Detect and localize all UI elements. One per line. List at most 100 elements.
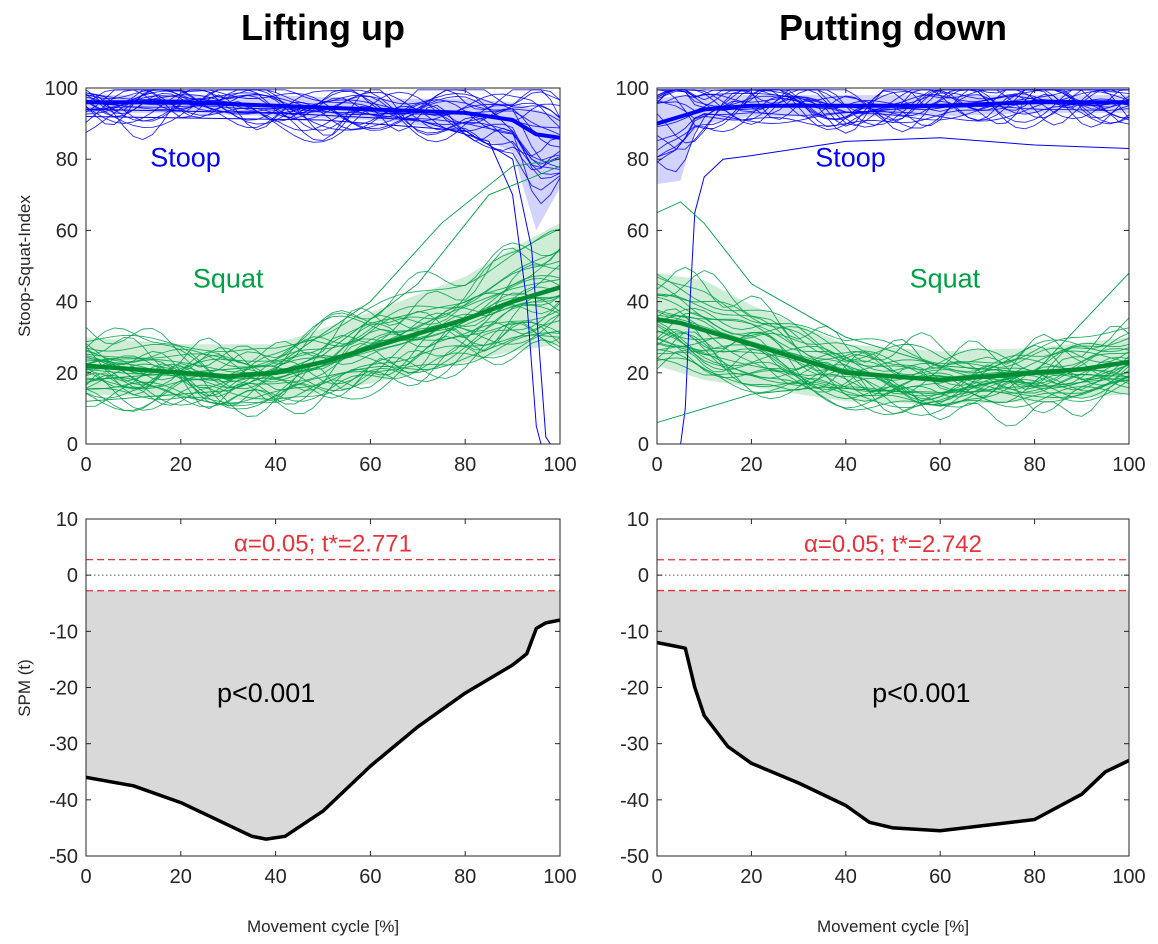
spm-curve-layer [86, 558, 560, 841]
stoop-subject-line [657, 89, 1129, 120]
y-tick-label: -10 [49, 621, 78, 643]
x-tick-label: 100 [543, 454, 576, 476]
stoop-subject-line [86, 89, 560, 175]
x-tick-label: 60 [359, 866, 381, 888]
cluster-p-value: p<0.001 [217, 678, 315, 708]
x-tick-label: 20 [740, 866, 762, 888]
squat-subject-line [657, 357, 1129, 415]
y-tick-label: 0 [67, 434, 78, 456]
squat-subject-line [657, 331, 1129, 415]
y-tick-label: 100 [45, 78, 78, 100]
y-tick-label: 100 [616, 78, 649, 100]
y-axis-label: SPM (t) [15, 659, 34, 717]
squat-subject-line [657, 270, 1129, 384]
threshold-label: α=0.05; t*=2.771 [234, 531, 412, 558]
y-tick-label: 0 [67, 565, 78, 587]
mean-and-band-layer [657, 100, 1129, 383]
y-tick-label: 60 [56, 220, 78, 242]
squat-subject-line [657, 293, 1129, 376]
stoop-subject-line [86, 91, 560, 191]
put-title: Putting down [779, 7, 1007, 48]
stoop-mean-line [657, 100, 1129, 126]
squat-subject-line [86, 334, 560, 404]
stoop-subject-line [86, 116, 551, 444]
stoop-subject-line [86, 108, 542, 444]
y-axis-label: Stoop-Squat-Index [15, 195, 34, 337]
spm-curve-layer [657, 559, 1129, 833]
y-tick-label: 80 [56, 149, 78, 171]
x-tick-label: 60 [929, 866, 951, 888]
y-tick-label: -30 [620, 734, 649, 756]
y-tick-label: -10 [620, 621, 649, 643]
squat-subject-line [86, 321, 560, 411]
stoop-subject-line [86, 89, 560, 170]
x-tick-label: 40 [835, 454, 857, 476]
y-tick-label: 20 [56, 363, 78, 385]
squat-subject-line [86, 260, 560, 368]
x-tick-label: 20 [740, 454, 762, 476]
x-tick-label: 100 [1112, 866, 1145, 888]
y-tick-label: -50 [620, 846, 649, 868]
squat-subject-line [657, 266, 1129, 369]
x-tick-label: 100 [1112, 454, 1145, 476]
y-tick-label: -40 [49, 790, 78, 812]
y-tick-label: 40 [627, 292, 649, 314]
squat-mean-line [657, 317, 1129, 383]
squat-subject-line [86, 247, 560, 370]
stoop-subject-line [657, 89, 1129, 130]
squat-subject-line [86, 321, 560, 411]
squat-subject-line [657, 273, 1129, 370]
stoop-mean-line [86, 100, 560, 140]
squat-subject-line [86, 309, 560, 390]
stoop-subject-line [657, 89, 1129, 121]
x-tick-label: 20 [170, 454, 192, 476]
axes-box [85, 87, 561, 445]
threshold-label: α=0.05; t*=2.742 [804, 531, 982, 558]
y-tick-label: -50 [49, 846, 78, 868]
spm-t-curve [86, 618, 560, 841]
cluster-p-value: p<0.001 [872, 678, 970, 708]
x-tick-label: 80 [454, 866, 476, 888]
squat-annotation: Squat [193, 263, 264, 293]
squat-subject-line [657, 349, 1129, 409]
stoop-annotation: Stoop [815, 142, 886, 172]
x-tick-label: 0 [80, 454, 91, 476]
y-tick-label: 0 [638, 434, 649, 456]
squat-subject-line [657, 294, 1129, 371]
stoop-annotation: Stoop [150, 142, 221, 172]
squat-subject-line [657, 332, 1129, 416]
x-tick-label: 60 [359, 454, 381, 476]
x-axis-label: Movement cycle [%] [247, 917, 399, 936]
suprathreshold-cluster [657, 590, 1129, 831]
squat-subject-line [86, 165, 560, 402]
x-tick-label: 80 [454, 454, 476, 476]
y-tick-label: 20 [627, 363, 649, 385]
squat-subject-line [86, 228, 560, 380]
x-tick-label: 0 [651, 866, 662, 888]
squat-subject-line [657, 323, 1129, 407]
axes: Stoop Squat 0 20 40 60 80 100 0 20 40 60 80 100 [616, 78, 1146, 476]
squat-subject-line [86, 314, 560, 406]
squat-subject-line [86, 278, 560, 375]
x-tick-label: 40 [835, 866, 857, 888]
x-tick-label: 20 [170, 866, 192, 888]
put-trajectory-panel: Stoop Squat 0 20 40 60 80 100 0 20 40 60 80 100 [616, 78, 1146, 476]
stoop-subject-line [86, 105, 560, 165]
stoop-subject-line [86, 94, 560, 179]
x-tick-label: 80 [1023, 454, 1045, 476]
lift-trajectory-panel: Stoop Squat 0 20 40 60 80 100 0 20 40 60 80 100 Stoop… [15, 78, 577, 476]
squat-subject-line [657, 312, 1129, 397]
stoop-subject-line [657, 137, 1129, 444]
y-tick-label: 10 [56, 509, 78, 531]
squat-annotation: Squat [910, 263, 981, 293]
x-tick-label: 60 [929, 454, 951, 476]
stoop-subject-line [86, 89, 560, 123]
y-tick-label: 60 [627, 220, 649, 242]
squat-subject-line [86, 228, 560, 353]
squat-subject-line [86, 339, 560, 417]
x-tick-label: 0 [80, 866, 91, 888]
stoop-subject-line [86, 94, 560, 136]
